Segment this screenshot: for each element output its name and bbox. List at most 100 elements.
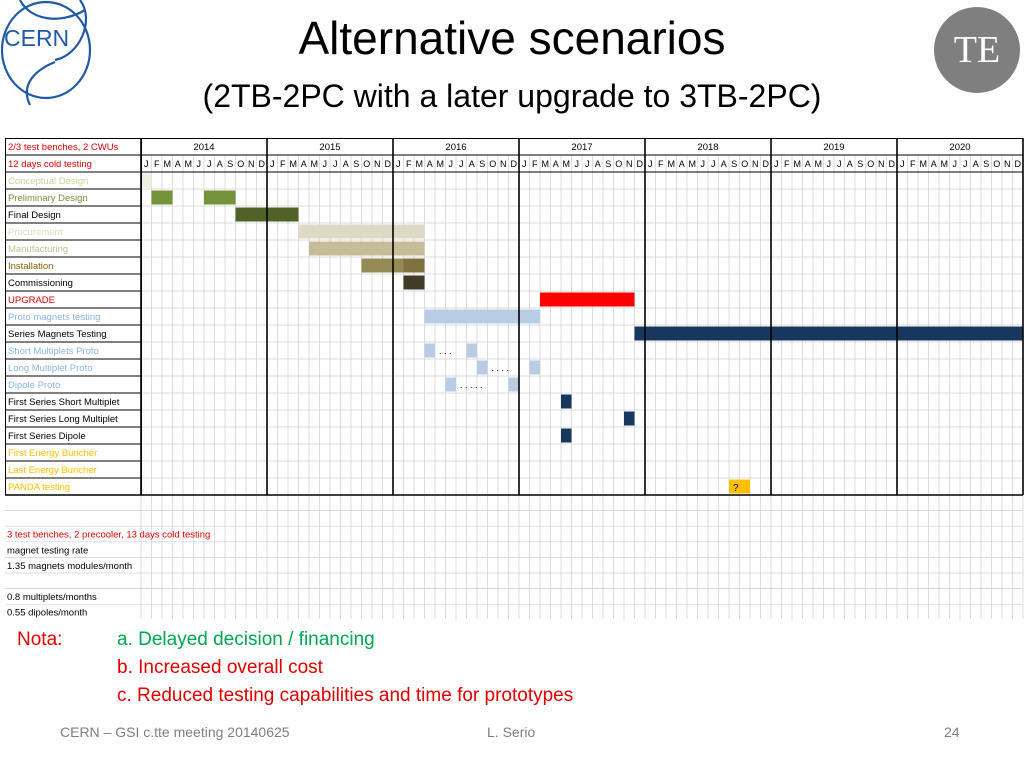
month-label: F bbox=[784, 159, 790, 169]
month-label: M bbox=[815, 159, 823, 169]
task-label: Dipole Proto bbox=[8, 380, 60, 391]
nota-label: Nota: bbox=[17, 629, 63, 650]
note-text: 0.55 dipoles/month bbox=[7, 608, 87, 619]
month-label: S bbox=[857, 159, 863, 169]
month-label: A bbox=[847, 159, 853, 169]
task-label: Short Multiplets Proto bbox=[8, 346, 99, 357]
month-label: A bbox=[469, 159, 475, 169]
month-label: J bbox=[323, 159, 328, 169]
month-label: N bbox=[752, 159, 759, 169]
footer-meeting: CERN – GSI c.tte meeting 20140625 bbox=[60, 724, 290, 740]
month-label: O bbox=[489, 159, 496, 169]
month-label: O bbox=[615, 159, 622, 169]
gantt-bar bbox=[466, 343, 477, 358]
month-label: J bbox=[774, 159, 779, 169]
month-label: O bbox=[741, 159, 748, 169]
month-label: M bbox=[794, 159, 802, 169]
month-label: D bbox=[1015, 159, 1022, 169]
gantt-bar-label: ? bbox=[733, 483, 739, 494]
gantt-chart: ? . . . . . . . . . . . . 2/3 test benches, … bbox=[5, 138, 1024, 619]
task-label: First Series Short Multiplet bbox=[8, 397, 120, 408]
month-label: J bbox=[963, 159, 968, 169]
month-label: S bbox=[353, 159, 359, 169]
slide-subtitle: (2TB-2PC with a later upgrade to 3TB-2PC… bbox=[202, 78, 822, 114]
gantt-bar bbox=[445, 377, 456, 392]
gantt-bar bbox=[540, 292, 635, 307]
task-label: Final Design bbox=[8, 210, 61, 221]
note-text: 3 test benches, 2 precooler, 13 days col… bbox=[7, 530, 210, 541]
task-label: Procurement bbox=[8, 227, 63, 238]
month-label: S bbox=[605, 159, 611, 169]
year-label: 2016 bbox=[445, 142, 466, 153]
task-label: Series Magnets Testing bbox=[8, 329, 107, 340]
nota-item-c: c. Reduced testing capabilities and time… bbox=[117, 685, 574, 706]
month-label: A bbox=[973, 159, 979, 169]
month-label: M bbox=[920, 159, 928, 169]
cern-logo: CERN bbox=[0, 0, 92, 106]
gantt-bar bbox=[529, 360, 540, 375]
month-label: S bbox=[731, 159, 737, 169]
month-label: D bbox=[889, 159, 896, 169]
gantt-bar bbox=[298, 224, 425, 239]
month-label: F bbox=[406, 159, 412, 169]
slide-title: Alternative scenarios bbox=[298, 12, 726, 64]
month-label: A bbox=[553, 159, 559, 169]
year-label: 2020 bbox=[949, 142, 970, 153]
month-label: J bbox=[701, 159, 706, 169]
month-label: J bbox=[207, 159, 212, 169]
gantt-dots: . . . . bbox=[492, 363, 510, 373]
nota-item-a: a. Delayed decision / financing bbox=[117, 629, 375, 650]
month-label: J bbox=[585, 159, 590, 169]
month-label: M bbox=[563, 159, 571, 169]
gantt-bar bbox=[477, 360, 488, 375]
month-label: O bbox=[867, 159, 874, 169]
month-label: A bbox=[805, 159, 811, 169]
month-label: F bbox=[532, 159, 538, 169]
month-label: N bbox=[500, 159, 507, 169]
month-label: A bbox=[679, 159, 685, 169]
task-label: First Series Dipole bbox=[8, 431, 86, 442]
month-label: A bbox=[931, 159, 937, 169]
month-label: J bbox=[459, 159, 464, 169]
month-label: N bbox=[248, 159, 255, 169]
month-label: M bbox=[689, 159, 697, 169]
gantt-bar bbox=[309, 241, 425, 256]
gantt-bar bbox=[204, 190, 236, 205]
note-text: 0.8 multiplets/months bbox=[7, 592, 97, 603]
month-label: S bbox=[479, 159, 485, 169]
nota-item-b: b. Increased overall cost bbox=[117, 657, 323, 678]
month-label: J bbox=[827, 159, 832, 169]
month-label: M bbox=[311, 159, 319, 169]
month-label: J bbox=[522, 159, 527, 169]
month-label: J bbox=[648, 159, 653, 169]
gantt-bar bbox=[151, 190, 173, 205]
month-label: N bbox=[374, 159, 381, 169]
task-label: First Series Long Multiplet bbox=[8, 414, 118, 425]
month-label: M bbox=[185, 159, 193, 169]
month-label: N bbox=[1004, 159, 1011, 169]
month-label: M bbox=[416, 159, 424, 169]
year-label: 2019 bbox=[823, 142, 844, 153]
task-label: Long Multiplet Proto bbox=[8, 363, 93, 374]
gantt-bar bbox=[141, 173, 152, 188]
year-label: 2014 bbox=[193, 142, 214, 153]
note-text: 1.35 magnets modules/month bbox=[7, 561, 132, 572]
header-row-label: 2/3 test benches, 2 CWUs bbox=[8, 142, 119, 153]
year-label: 2018 bbox=[697, 142, 718, 153]
month-label: F bbox=[910, 159, 916, 169]
month-label: F bbox=[658, 159, 664, 169]
task-label: Manufacturing bbox=[8, 244, 68, 255]
month-label: O bbox=[993, 159, 1000, 169]
month-label: J bbox=[144, 159, 149, 169]
year-label: 2015 bbox=[319, 142, 340, 153]
month-label: N bbox=[626, 159, 633, 169]
task-label: Commissioning bbox=[8, 278, 73, 289]
month-label: J bbox=[575, 159, 580, 169]
footer-page-number: 24 bbox=[944, 724, 960, 740]
month-label: O bbox=[237, 159, 244, 169]
gantt-bar bbox=[361, 258, 404, 273]
gantt-bar bbox=[424, 309, 540, 324]
gantt-bar bbox=[634, 326, 1023, 341]
month-label: A bbox=[595, 159, 601, 169]
gantt-bar bbox=[403, 258, 425, 273]
